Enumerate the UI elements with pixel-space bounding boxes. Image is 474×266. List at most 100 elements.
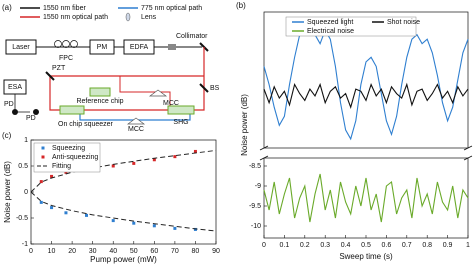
y-axis-label: Noise power (dB)	[240, 94, 249, 156]
x-tick-label: 0.6	[382, 242, 392, 249]
chip	[167, 105, 195, 115]
legend-text: 775 nm optical path	[141, 5, 202, 12]
box	[89, 39, 115, 55]
fpc-loop	[70, 40, 78, 48]
data-line	[263, 82, 469, 109]
axis-break	[463, 155, 473, 161]
data-point	[39, 200, 43, 204]
x-tick-label: 30	[89, 248, 97, 255]
box	[5, 39, 37, 55]
y-tick-label: 0	[24, 189, 28, 196]
data-point	[64, 211, 68, 215]
cable	[14, 94, 30, 113]
fpc-loop	[54, 40, 62, 48]
data-point	[152, 158, 156, 162]
box	[123, 39, 155, 55]
setup-diagram: (a) 1550 nm fiber 1550 nm optical path 7…	[2, 3, 220, 133]
plot-frame	[263, 157, 469, 239]
detector	[12, 109, 18, 115]
legend-label: Electrical noise	[307, 28, 354, 35]
panel-label: (b)	[236, 1, 246, 10]
fit-line	[30, 149, 217, 193]
x-tick-label: 0.9	[443, 242, 453, 249]
x-tick-label: 0.4	[341, 242, 351, 249]
data-point	[173, 226, 177, 230]
y-tick-label: -8.5	[249, 163, 261, 170]
box-label: PD	[26, 115, 36, 122]
plot-frame	[263, 11, 469, 149]
data-point	[85, 213, 88, 217]
y-tick-label: 0.5	[18, 163, 28, 170]
data-point	[173, 155, 177, 159]
legend-label: Shot noise	[387, 19, 420, 26]
box-label: BS	[210, 85, 220, 92]
box-label: PZT	[52, 65, 66, 72]
x-tick-label: 0.2	[300, 242, 310, 249]
axis-break	[259, 155, 269, 161]
data-point	[39, 180, 43, 184]
chip	[89, 87, 111, 97]
legend-label: Fitting	[52, 163, 71, 170]
box-label: ESA	[8, 84, 22, 91]
x-tick-label: 0.7	[402, 242, 412, 249]
box-label: FPC	[59, 55, 73, 62]
box-label: MCC	[163, 100, 179, 107]
data-point	[132, 161, 136, 165]
legend-text: Lens	[141, 14, 157, 21]
chip	[59, 105, 85, 115]
x-tick-label: 1	[466, 242, 470, 249]
cavity	[148, 89, 168, 97]
collimator	[168, 44, 176, 50]
panel-label: (c)	[2, 131, 12, 140]
legend-box	[33, 142, 101, 173]
box-label: Laser	[12, 44, 30, 51]
legend-text: 1550 nm optical path	[43, 14, 108, 21]
x-axis-label: Sweep time (s)	[339, 252, 393, 261]
panel-label: (a)	[2, 3, 12, 12]
x-tick-label: 0.3	[320, 242, 330, 249]
y-tick-label: -0.5	[16, 215, 28, 222]
fpc-loop	[62, 40, 70, 48]
y-tick-label: -1	[22, 241, 28, 248]
legend-label: Squeezed light	[307, 19, 353, 26]
x-tick-label: 20	[68, 248, 76, 255]
x-tick-label: 0.8	[422, 242, 432, 249]
box-label: PM	[97, 44, 108, 51]
data-point	[132, 221, 136, 225]
x-tick-label: 0	[262, 242, 266, 249]
data-point	[152, 224, 156, 228]
x-tick-label: 60	[150, 248, 158, 255]
data-line	[263, 24, 469, 141]
x-tick-label: 70	[171, 248, 179, 255]
data-point	[50, 174, 54, 178]
box-label: EDFA	[130, 44, 149, 51]
box-label: Collimator	[176, 33, 208, 40]
mirror	[45, 71, 55, 81]
y-tick-label: -9.5	[249, 203, 261, 210]
y-tick-label: 1	[24, 137, 28, 144]
box-label: SHG	[173, 119, 188, 126]
optical-path	[119, 76, 171, 110]
legend-label: Squeezing	[52, 145, 85, 152]
y-tick-label: -10	[251, 223, 261, 230]
box-label: PD	[4, 101, 14, 108]
data-point	[111, 219, 115, 223]
beam-splitter	[199, 83, 209, 93]
x-tick-label: 10	[48, 248, 56, 255]
cavity	[126, 117, 146, 125]
axis-break	[259, 145, 269, 151]
data-point	[50, 206, 54, 210]
legend-text: 1550 nm fiber	[43, 5, 86, 12]
box-label: Reference chip	[76, 98, 123, 105]
box-label: MCC	[128, 126, 144, 133]
x-axis-label: Pump power (mW)	[90, 255, 157, 264]
x-tick-label: 90	[212, 248, 220, 255]
optical-path	[49, 47, 205, 111]
x-tick-label: 40	[109, 248, 117, 255]
data-line	[263, 173, 469, 223]
fit-line	[30, 191, 217, 232]
legend-label: Anti-squeezing	[52, 154, 98, 161]
legend-swatch	[41, 146, 45, 150]
